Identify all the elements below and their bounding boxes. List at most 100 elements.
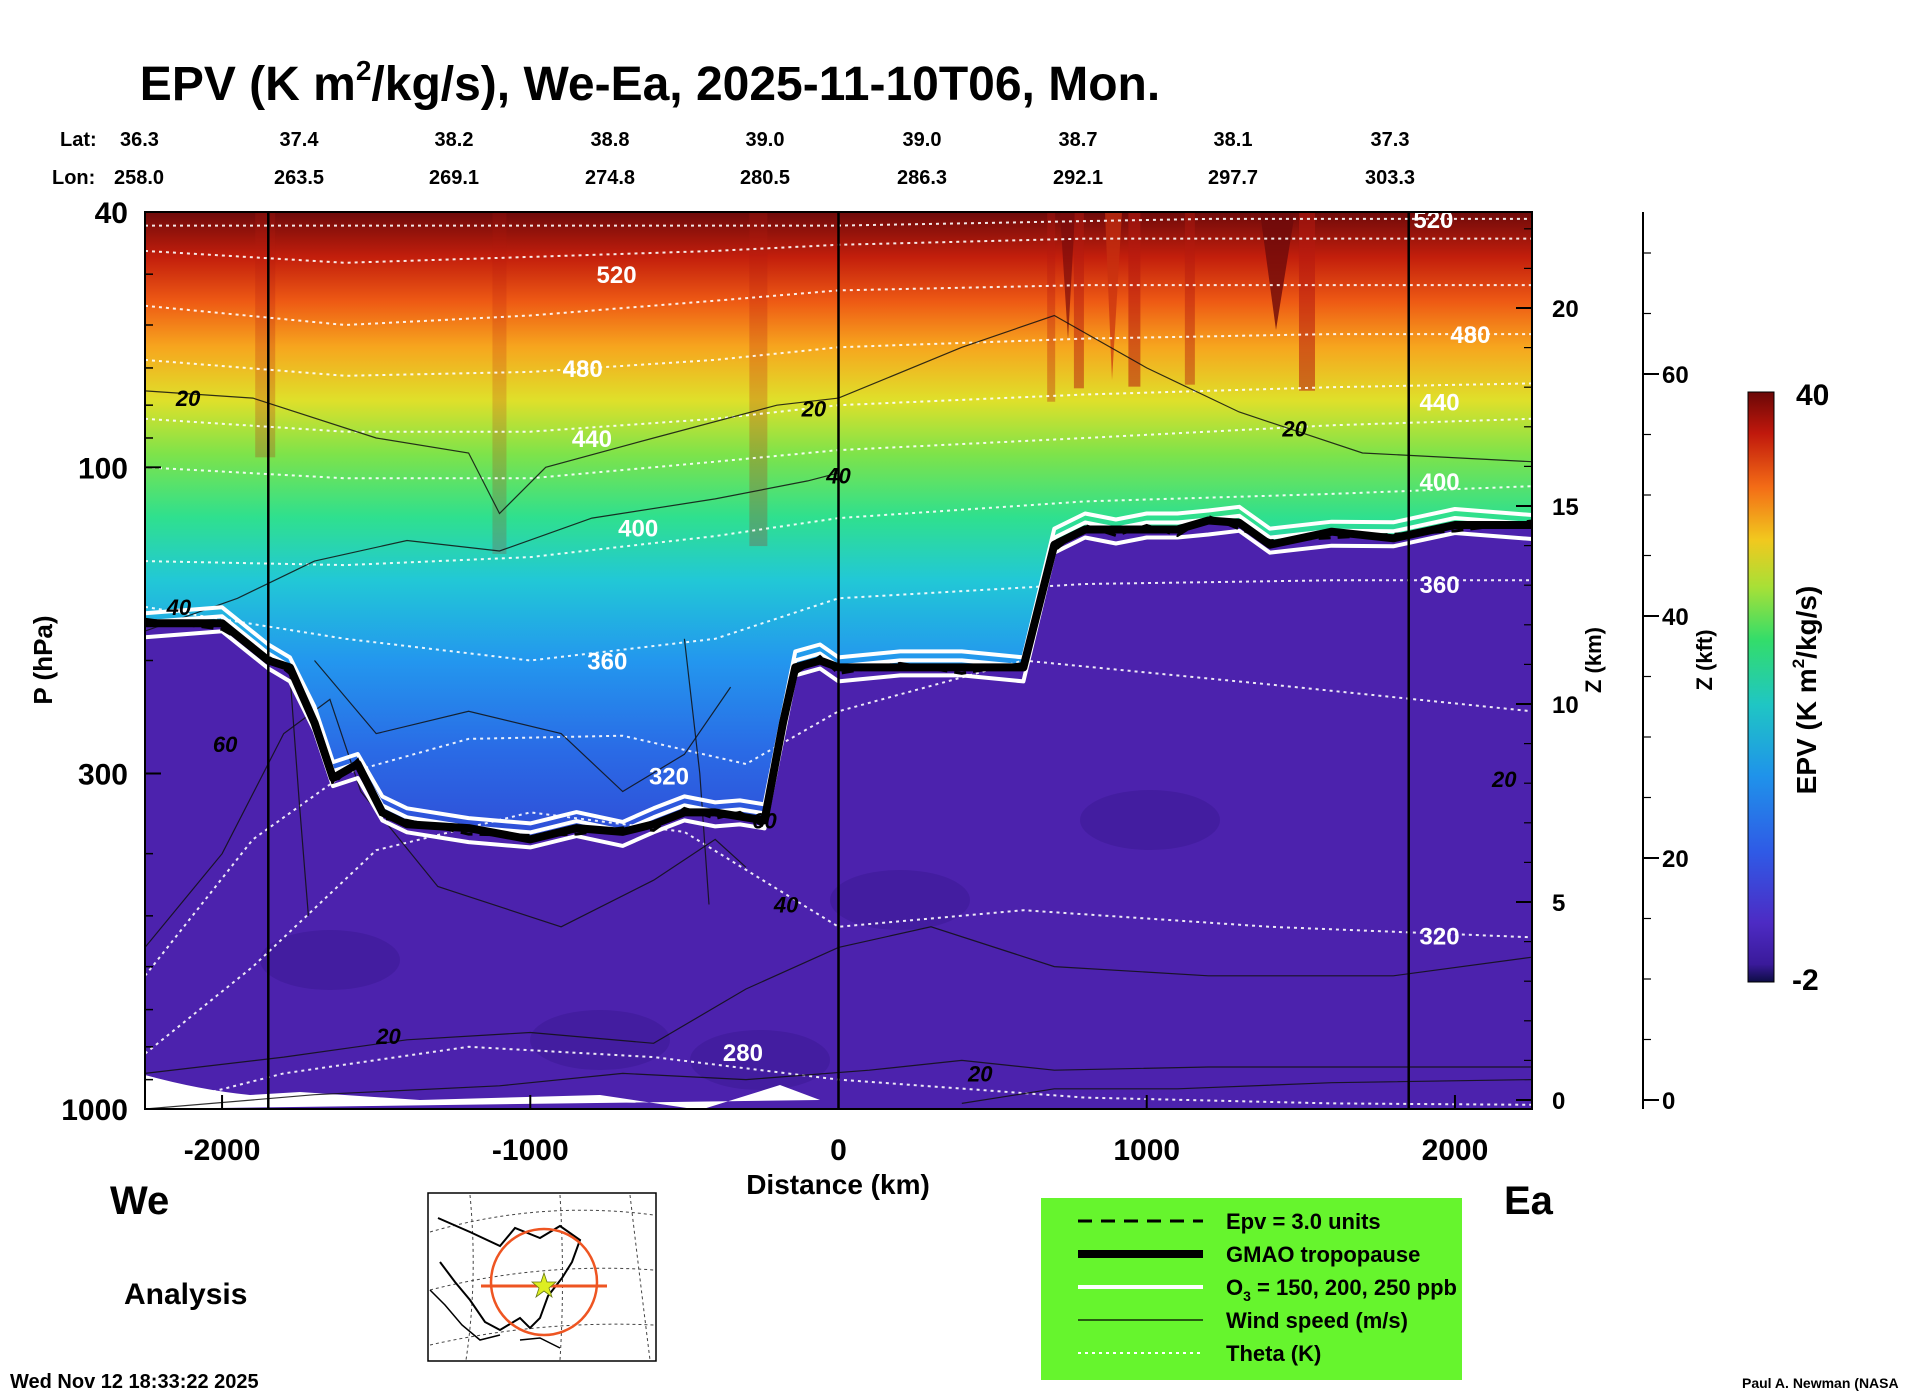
wind-contour <box>961 1079 1532 1104</box>
wind-contour <box>145 472 839 632</box>
wind-label: 40 <box>825 464 851 489</box>
theta-label: 280 <box>723 1040 763 1067</box>
wind-contour <box>289 674 309 916</box>
wind-label: 60 <box>213 732 238 757</box>
epv-streak <box>1105 212 1122 380</box>
z-kft-tick-label: 20 <box>1662 846 1689 873</box>
wind-label: 20 <box>1491 767 1517 792</box>
z-km-tick-label: 20 <box>1552 296 1579 323</box>
troposphere-shading <box>145 790 1220 1109</box>
wind-labels: 20 20 20 40 40 60 60 40 20 20 20 <box>166 386 1518 1086</box>
epv-streak <box>1298 212 1315 391</box>
theta-label: 480 <box>563 356 603 383</box>
z-km-tick-label: 0 <box>1552 1088 1565 1115</box>
x-tick-label: -1000 <box>492 1134 569 1167</box>
theta-label: 400 <box>1420 469 1460 496</box>
wind-contour <box>314 660 732 793</box>
x-axis-label: Distance (km) <box>746 1169 930 1200</box>
credit: Paul A. Newman (NASA <box>1742 1375 1899 1391</box>
epv-streaks <box>255 212 1315 554</box>
theta-label: 520 <box>597 262 637 289</box>
theta-contour <box>145 485 1532 567</box>
lat-value: 39.0 <box>903 129 942 151</box>
lat-value: 37.3 <box>1371 129 1410 151</box>
direction-east: Ea <box>1504 1179 1554 1223</box>
theta-label: 440 <box>572 426 612 453</box>
epv-streak <box>255 212 276 458</box>
center-star <box>530 1271 558 1299</box>
legend-label: Wind speed (m/s) <box>1226 1308 1408 1333</box>
epv-streak <box>492 212 507 554</box>
theta-contour <box>145 382 1532 433</box>
lat-value: 38.7 <box>1059 129 1098 151</box>
epv-streak <box>1260 212 1295 330</box>
z-km-tick-label: 5 <box>1552 890 1565 917</box>
p-tick-label: 40 <box>95 197 128 230</box>
theta-contour <box>145 284 1532 327</box>
lat-value: 38.8 <box>591 129 630 151</box>
wind-contour <box>145 314 1532 515</box>
chart-title: EPV (K m2/kg/s), We-Ea, 2025-11-10T06, M… <box>140 55 1160 111</box>
axes: -2000 -1000 0 1000 2000 40 100 300 1000 0 5 10 15 20 0… <box>61 197 1688 1167</box>
locator-map <box>427 1192 657 1362</box>
theta-contour <box>145 333 1532 377</box>
y-axis-label: P (hPa) <box>28 615 58 704</box>
epv-streak <box>1128 212 1141 387</box>
lon-value: 286.3 <box>897 167 947 189</box>
wind-contour <box>683 638 710 905</box>
p-tick-label: 100 <box>78 452 128 485</box>
x-tick-label: 2000 <box>1422 1134 1489 1167</box>
epv-streak <box>749 212 768 547</box>
legend-label: GMAO tropopause <box>1226 1242 1420 1267</box>
z-km-tick-label: 15 <box>1552 494 1579 521</box>
tropo-patch <box>690 1030 830 1090</box>
z-km-axis-label: Z (km) <box>1581 627 1606 693</box>
z-km-tick-label: 10 <box>1552 692 1579 719</box>
theta-contour <box>145 417 1532 480</box>
lon-value: 263.5 <box>274 167 324 189</box>
legend: Epv = 3.0 units GMAO tropopause O3 = 150, … <box>1078 1209 1457 1366</box>
lat-value: 39.0 <box>746 129 785 151</box>
lat-value: 38.2 <box>435 129 474 151</box>
tropo-patch <box>1080 790 1220 850</box>
epv-streak <box>1047 212 1056 402</box>
wind-label: 20 <box>801 397 827 422</box>
x-tick-label: 0 <box>830 1134 847 1167</box>
theta-label: 520 <box>1413 207 1453 234</box>
wind-label: 20 <box>175 386 201 411</box>
z-kft-tick-label: 0 <box>1662 1088 1675 1115</box>
tropopause-line <box>145 516 1532 844</box>
lat-value: 38.1 <box>1214 129 1253 151</box>
tropo-patch <box>830 870 970 930</box>
theta-label: 480 <box>1450 322 1490 349</box>
wind-label: 20 <box>375 1024 401 1049</box>
wind-label: 40 <box>166 595 192 620</box>
analysis-label: Analysis <box>124 1278 247 1311</box>
lon-value: 258.0 <box>114 167 164 189</box>
theta-contours <box>145 217 1532 1109</box>
z-kft-tick-label: 40 <box>1662 604 1689 631</box>
z-kft-axis-label: Z (kft) <box>1692 629 1717 690</box>
theta-contour <box>145 579 1532 662</box>
colorbar-min-label: -2 <box>1792 964 1819 997</box>
lon-value: 297.7 <box>1208 167 1258 189</box>
x-tick-label: 1000 <box>1113 1134 1180 1167</box>
lon-value: 280.5 <box>740 167 790 189</box>
theta-label: 320 <box>649 763 689 790</box>
epv-streak <box>1073 212 1084 389</box>
lon-value: 303.3 <box>1365 167 1415 189</box>
p-tick-label: 1000 <box>61 1094 128 1127</box>
legend-label: O3 = 150, 200, 250 ppb <box>1226 1275 1457 1304</box>
tropo-patch <box>530 1010 670 1070</box>
lat-value: 37.4 <box>280 129 320 151</box>
lon-value: 292.1 <box>1053 167 1103 189</box>
ground-mask <box>145 1075 820 1109</box>
colorbar-max-label: 40 <box>1796 379 1829 412</box>
lon-value: 274.8 <box>585 167 635 189</box>
lat-lon-labels: 36.3 37.4 38.2 38.8 39.0 39.0 38.7 38.1 37.3 258.… <box>114 129 1415 189</box>
wind-label: 40 <box>773 892 799 917</box>
wind-contour <box>145 1059 1532 1109</box>
lon-row-label: Lon: <box>52 167 95 189</box>
theta-label: 360 <box>1420 572 1460 599</box>
theta-label: 400 <box>618 515 658 542</box>
